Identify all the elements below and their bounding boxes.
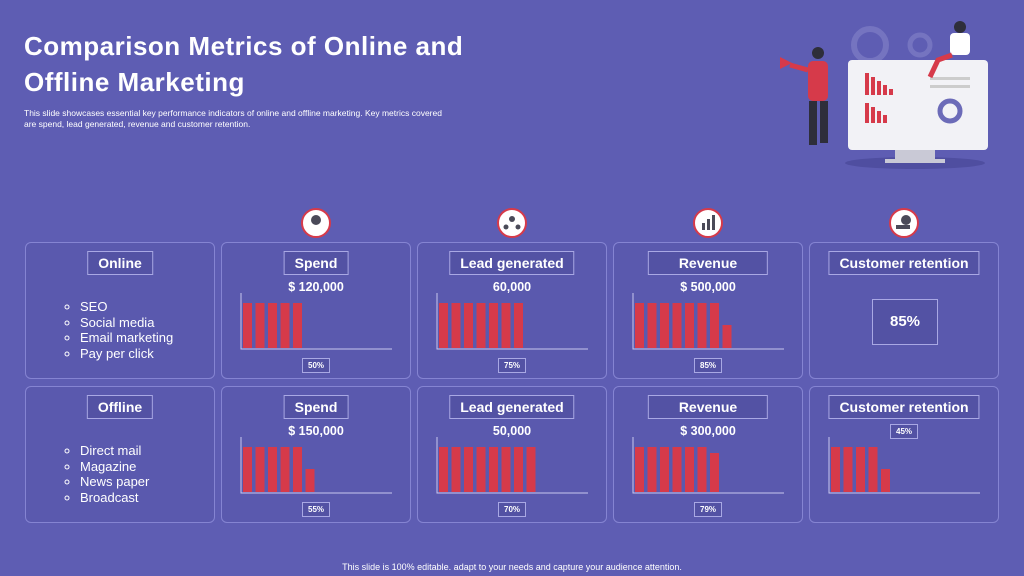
icons	[301, 208, 919, 238]
metric-value: $ 120,000	[288, 280, 344, 294]
row-label: Offline	[86, 395, 154, 419]
mini-chart	[828, 437, 980, 494]
metric-share: 50%	[301, 358, 331, 373]
metric-name: Customer retention	[828, 395, 980, 419]
metric-name: Spend	[283, 395, 349, 419]
row-card: Offline Direct mailMagazineNews paperBro…	[25, 386, 215, 523]
item: Pay per click	[80, 346, 173, 362]
row-label: Online	[87, 251, 153, 275]
metric-share: 85%	[693, 358, 723, 373]
metric-card: Lead generated 60,000 75%	[417, 242, 607, 379]
metric-card: Revenue $ 300,000 79%	[613, 386, 803, 523]
metric-share: 75%	[497, 358, 527, 373]
metric-name: Spend	[283, 251, 349, 275]
item: News paper	[80, 474, 149, 490]
mini-chart	[632, 437, 784, 494]
metric-card: Customer retention 45%	[809, 386, 999, 523]
metric-share: 79%	[693, 502, 723, 517]
metric-value: $ 150,000	[288, 424, 344, 438]
item: Email marketing	[80, 330, 173, 346]
mini-chart	[632, 293, 784, 350]
metric-name: Revenue	[647, 251, 769, 275]
metric-value: 60,000	[492, 280, 532, 294]
item: Magazine	[80, 459, 149, 475]
item: Social media	[80, 315, 173, 331]
row-card: Online SEOSocial mediaEmail marketingPay…	[25, 242, 215, 379]
metric-card: Spend $ 120,000 50%	[221, 242, 411, 379]
metric-name: Revenue	[647, 395, 769, 419]
metric-share: 45%	[889, 424, 919, 439]
mini-chart	[436, 437, 588, 494]
item: Broadcast	[80, 490, 149, 506]
metric-card: Customer retention 85%	[809, 242, 999, 379]
metric-name: Lead generated	[449, 395, 575, 419]
metric-name: Customer retention	[828, 251, 980, 275]
description: This slide showcases essential key perfo…	[24, 108, 442, 129]
metric-card: Revenue $ 500,000 85%	[613, 242, 803, 379]
metric-card: Spend $ 150,000 55%	[221, 386, 411, 523]
metric-value: $ 500,000	[680, 280, 736, 294]
mini-chart	[240, 293, 392, 350]
metric-value: 50,000	[492, 424, 532, 438]
illustration	[780, 21, 988, 169]
metric-share: 55%	[301, 502, 331, 517]
metric-value: $ 300,000	[680, 424, 736, 438]
title: Comparison Metrics of Online and Offline…	[24, 31, 464, 97]
footer: This slide is 100% editable. adapt to yo…	[342, 562, 682, 572]
item-list: SEOSocial mediaEmail marketingPay per cl…	[64, 299, 173, 361]
metric-share: 70%	[497, 502, 527, 517]
mini-chart	[436, 293, 588, 350]
item: Direct mail	[80, 443, 149, 459]
item-list: Direct mailMagazineNews paperBroadcast	[64, 443, 149, 505]
mini-chart	[240, 437, 392, 494]
metric-name: Lead generated	[449, 251, 575, 275]
item: SEO	[80, 299, 173, 315]
metric-card: Lead generated 50,000 70%	[417, 386, 607, 523]
metric-value: 85%	[872, 299, 938, 345]
